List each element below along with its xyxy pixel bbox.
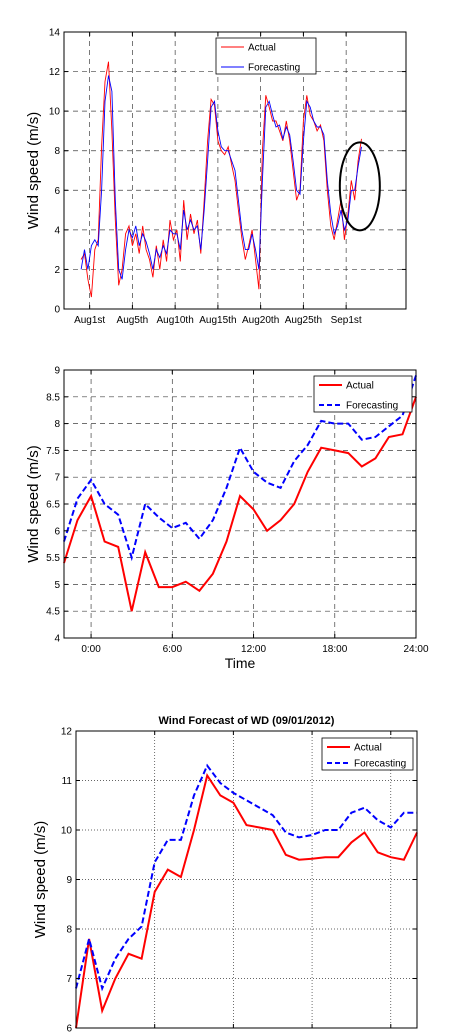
chart2-ytick-label-3: 5.5 — [46, 553, 60, 564]
chart3-ytick-label-5: 11 — [62, 776, 73, 787]
chart2-ytick-label-1: 4.5 — [46, 607, 60, 618]
chart2-ytick-label-5: 6.5 — [46, 500, 60, 511]
chart2-series-actual-line — [63, 396, 417, 612]
chart2-ytick-label-6: 7 — [54, 473, 60, 484]
chart3-ytick-label-6: 12 — [61, 727, 73, 738]
chart3-ylabel: Wind speed (m/s) — [32, 821, 49, 939]
chart1-highlight-ellipse — [338, 141, 381, 232]
chart1-xtick-label-4: Aug20th — [242, 315, 279, 326]
chart2-ytick-label-4: 6 — [54, 526, 60, 537]
chart3-legend: Actual Forecasting — [321, 737, 414, 771]
chart1-series-actual-line — [80, 61, 362, 298]
chart1-group: 0 2 4 6 8 10 12 14 Aug1st Aug5th Aug10th Aug15th Aug… — [25, 28, 407, 326]
chart3-ytick-label-3: 9 — [66, 875, 72, 886]
chart3-title: Wind Forecast of WD (09/01/2012) — [159, 715, 335, 727]
chart1-xtick-label-6: Sep1st — [331, 315, 362, 326]
chart2-ytick-label-7: 7.5 — [46, 446, 60, 457]
chart1-legend-label-1: Forecasting — [248, 63, 300, 74]
chart1-ylabel: Wind speed (m/s) — [25, 112, 42, 230]
chart2-xtick-label-0: 0:00 — [81, 644, 101, 655]
chart1-plot-frame — [63, 31, 407, 310]
chart1-series-forecasting-line — [80, 75, 362, 280]
chart1-ytick-label-4: 8 — [54, 146, 60, 157]
chart1-legend: Actual Forecasting — [215, 37, 317, 75]
chart2-ytick-label-10: 9 — [54, 366, 60, 377]
chart1-xtick-label-1: Aug5th — [117, 315, 149, 326]
chart2-ytick-label-2: 5 — [54, 580, 60, 591]
chart1-ytick-label-2: 4 — [54, 225, 60, 236]
chart2-ytick-label-8: 8 — [54, 419, 60, 430]
chart2-legend-label-0: Actual — [346, 381, 374, 392]
chart1-xtick-label-5: Aug25th — [285, 315, 322, 326]
chart2-ylabel: Wind speed (m/s) — [25, 445, 42, 563]
chart1-ytick-label-1: 2 — [54, 265, 60, 276]
chart2-series-forecasting-line — [63, 375, 417, 562]
chart2-xtick-label-2: 12:00 — [241, 644, 266, 655]
chart3-series-forecasting-line — [75, 763, 417, 992]
chart1-legend-label-0: Actual — [248, 43, 276, 54]
chart2-xtick-label-3: 18:00 — [322, 644, 347, 655]
chart1-ytick-label-6: 12 — [49, 67, 61, 78]
chart2-ytick-label-9: 8.5 — [46, 392, 60, 403]
chart1-xtick-label-2: Aug10th — [157, 315, 194, 326]
chart3-ytick-label-2: 8 — [66, 925, 72, 936]
chart3-legend-box — [321, 737, 414, 771]
chart2-xtick-label-1: 6:00 — [163, 644, 183, 655]
chart3-ytick-label-4: 10 — [61, 826, 73, 837]
chart2-legend: Actual Forecasting — [313, 375, 413, 413]
chart2-xtick-label-4: 24:00 — [403, 644, 428, 655]
chart3-series-actual-line — [75, 773, 418, 1029]
chart1-xtick-label-3: Aug15th — [199, 315, 236, 326]
chart2-group: 4 4.5 5 5.5 6 6.5 7 7.5 8 8.5 9 0:00 6:00 12:00 18:00 2… — [25, 366, 429, 672]
chart3-ytick-label-1: 7 — [66, 974, 72, 985]
chart1-legend-box — [215, 37, 317, 75]
chart1-ytick-label-3: 6 — [54, 186, 60, 197]
chart3-ytick-label-0: 6 — [66, 1024, 72, 1035]
chart2-ytick-label-0: 4 — [54, 634, 60, 645]
chart3-legend-label-0: Actual — [354, 743, 382, 754]
chart2-legend-label-1: Forecasting — [346, 401, 398, 412]
chart2-xlabel: Time — [225, 655, 256, 671]
chart3-legend-label-1: Forecasting — [354, 759, 406, 770]
chart1-ytick-label-0: 0 — [54, 305, 60, 316]
chart1-ytick-label-7: 14 — [49, 28, 61, 39]
chart1-xtick-label-0: Aug1st — [74, 315, 105, 326]
chart1-ytick-label-5: 10 — [49, 107, 61, 118]
